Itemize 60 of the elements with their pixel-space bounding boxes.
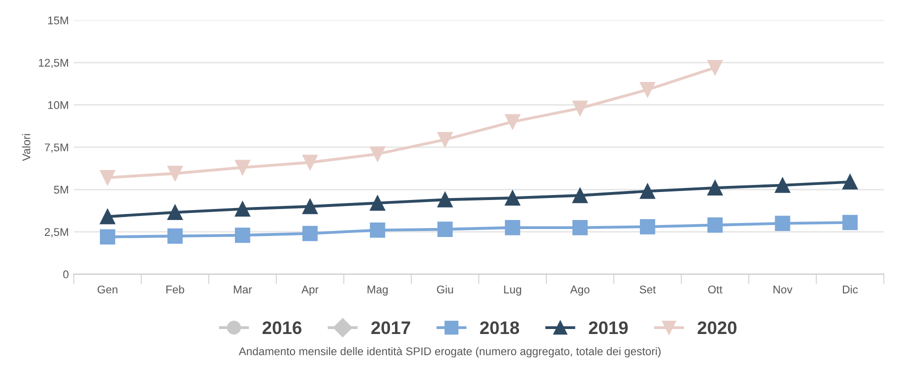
point <box>707 217 723 233</box>
point <box>100 229 116 245</box>
legend-label: 2016 <box>262 321 302 334</box>
point <box>640 82 656 98</box>
y-tick-label: 12,5M <box>38 58 68 68</box>
x-tick-label: Mag <box>368 286 388 296</box>
legend-label: 2020 <box>698 321 736 334</box>
y-tick-label: 0 <box>63 270 69 278</box>
point <box>707 60 723 76</box>
x-tick-label: Feb <box>166 285 184 294</box>
point <box>842 214 858 230</box>
point <box>774 216 790 232</box>
point <box>370 146 386 162</box>
point <box>504 190 520 206</box>
y-tick-label: 10M <box>48 101 68 110</box>
point <box>504 220 520 236</box>
x-tick-label: Gen <box>98 286 118 294</box>
point <box>437 222 453 237</box>
y-axis-title: Valori <box>22 134 30 161</box>
point <box>370 222 386 238</box>
legend-label: 2019 <box>588 321 628 334</box>
legend-label: 2018 <box>480 321 520 334</box>
x-tick-label: Lug <box>504 286 522 296</box>
point <box>774 178 790 193</box>
legend-label: 2017 <box>371 321 410 334</box>
point <box>437 132 453 148</box>
point <box>234 160 250 176</box>
x-tick-label: Giu <box>436 285 453 294</box>
point <box>167 166 183 182</box>
point <box>437 192 453 208</box>
point <box>640 184 656 199</box>
point <box>640 219 656 234</box>
y-tick-label: 15M <box>48 16 68 24</box>
point <box>707 180 723 196</box>
x-tick-label: Dic <box>842 285 858 294</box>
point <box>100 208 116 224</box>
point <box>302 154 318 170</box>
text: Andamento mensile delle identità SPID erogate (numero aggregato, totale dei gestori) <box>238 346 661 358</box>
y-tick-label: 2,5M <box>44 228 68 238</box>
point <box>234 228 250 243</box>
x-tick-label: Apr <box>301 286 319 296</box>
point <box>167 204 183 220</box>
point <box>842 174 858 190</box>
x-tick-label: Ott <box>708 286 722 294</box>
point <box>234 201 250 217</box>
y-tick-label: 5M <box>54 186 68 194</box>
x-tick-label: Nov <box>774 286 792 294</box>
point <box>302 198 318 214</box>
x-tick-label: Set <box>640 286 656 294</box>
point <box>100 170 116 186</box>
point <box>572 220 588 236</box>
point <box>572 188 588 204</box>
x-tick-label: Mar <box>234 286 252 294</box>
point <box>572 100 588 116</box>
point <box>504 114 520 130</box>
x-tick-label: Ago <box>570 286 590 296</box>
point <box>302 226 318 242</box>
point <box>370 195 386 211</box>
y-tick-label: 7,5M <box>44 144 68 153</box>
point <box>167 228 183 244</box>
